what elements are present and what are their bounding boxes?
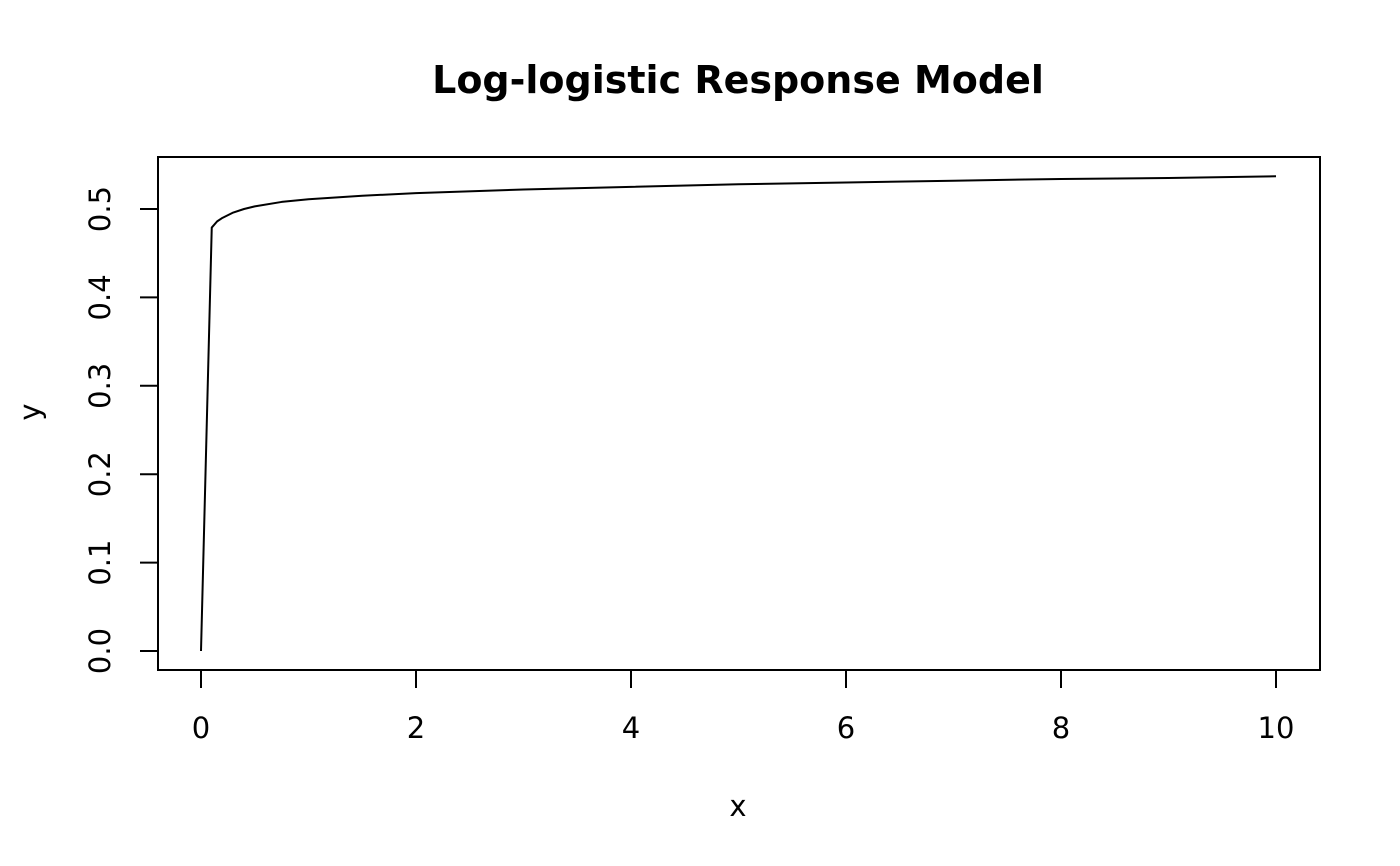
x-tick-label: 6	[837, 711, 855, 745]
x-tick-label: 8	[1052, 711, 1070, 745]
x-axis-label: x	[729, 789, 746, 823]
y-axis-label: y	[13, 403, 47, 420]
plot-area-border	[157, 156, 1321, 671]
series-line	[200, 175, 1277, 652]
chart-title: Log-logistic Response Model	[432, 58, 1044, 102]
y-axis: 0.0 0.1 0.2 0.3 0.4 0.5	[83, 186, 159, 674]
x-tick-label: 2	[407, 711, 425, 745]
y-tick-label: 0.4	[83, 274, 117, 320]
y-tick-label: 0.0	[83, 628, 117, 674]
x-tick-label: 0	[192, 711, 210, 745]
y-tick-label: 0.2	[83, 451, 117, 497]
y-tick-label: 0.1	[83, 540, 117, 586]
x-axis: 0 2 4 6 8 10	[192, 669, 1295, 745]
series-layer	[200, 175, 1277, 652]
x-tick-label: 4	[622, 711, 640, 745]
y-tick-label: 0.3	[83, 363, 117, 409]
x-tick-label: 10	[1258, 711, 1295, 745]
y-tick-label: 0.5	[83, 186, 117, 232]
